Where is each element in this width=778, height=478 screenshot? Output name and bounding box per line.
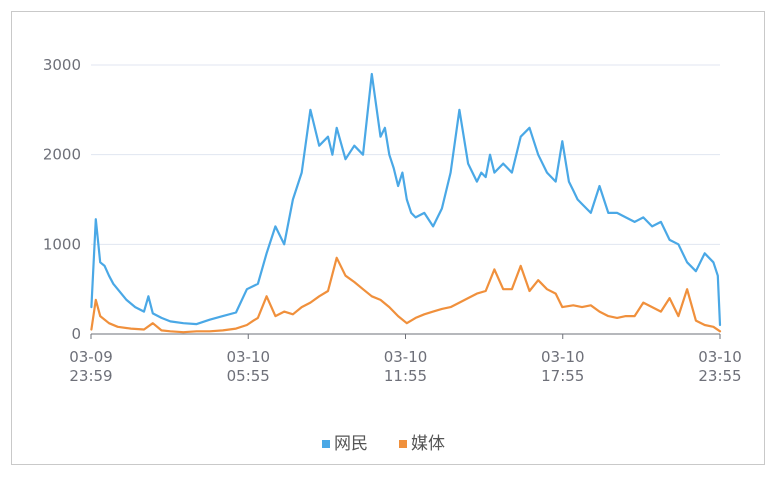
legend-swatch-1[interactable] bbox=[399, 440, 407, 448]
x-tick-label: 03-10 23:55 bbox=[698, 348, 742, 385]
series-line-1 bbox=[90, 256, 722, 334]
x-tick-label: 03-10 11:55 bbox=[384, 348, 428, 385]
grid-lines bbox=[91, 64, 720, 335]
x-tick-time: 11:55 bbox=[384, 367, 427, 385]
legend-label-0[interactable]: 网民 bbox=[334, 434, 368, 454]
y-tick-label: 3000 bbox=[43, 56, 81, 74]
x-tick-date: 03-10 bbox=[226, 348, 270, 366]
y-tick-label: 2000 bbox=[43, 146, 81, 164]
y-tick-label: 1000 bbox=[43, 235, 81, 253]
y-tick-label: 0 bbox=[71, 325, 81, 343]
x-tick-date: 03-10 bbox=[541, 348, 585, 366]
x-tick-time: 05:55 bbox=[227, 367, 270, 385]
legend-label-1[interactable]: 媒体 bbox=[411, 434, 445, 454]
y-axis-ticks: 0 1000 2000 3000 bbox=[43, 56, 81, 343]
x-tick-time: 23:55 bbox=[698, 367, 741, 385]
series-lines bbox=[90, 72, 722, 334]
x-tick-date: 03-10 bbox=[384, 348, 428, 366]
x-tick-date: 03-10 bbox=[698, 348, 742, 366]
chart-frame bbox=[11, 11, 765, 465]
x-tick-label: 03-10 17:55 bbox=[541, 348, 585, 385]
x-tick-label: 03-09 23:59 bbox=[69, 348, 113, 385]
x-tick-date: 03-09 bbox=[69, 348, 113, 366]
legend-swatch-0[interactable] bbox=[322, 440, 330, 448]
x-tick-label: 03-10 05:55 bbox=[226, 348, 270, 385]
x-tick-time: 23:59 bbox=[69, 367, 112, 385]
legend: 网民 媒体 bbox=[322, 434, 445, 454]
series-line-0 bbox=[90, 72, 722, 327]
x-tick-time: 17:55 bbox=[541, 367, 584, 385]
